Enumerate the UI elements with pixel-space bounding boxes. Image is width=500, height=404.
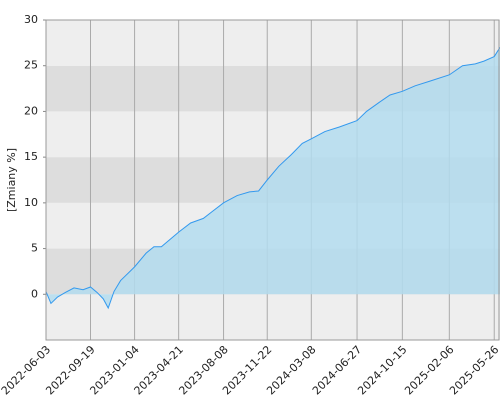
area [46, 47, 500, 309]
y-tick-label: 30 [24, 13, 38, 26]
band [46, 294, 500, 340]
x-tick-label: 2024-10-15 [355, 343, 409, 397]
y-tick-label: 10 [24, 196, 38, 209]
y-tick-label: 20 [24, 104, 38, 117]
line [45, 47, 500, 310]
y-tick-label: 0 [31, 287, 38, 300]
y-tick-label: 15 [24, 150, 38, 163]
y-tick-label: 25 [24, 59, 38, 72]
y-axis-label: [Zmiany %] [5, 148, 18, 212]
y-tick-label: 5 [31, 242, 38, 255]
plot-border [45, 19, 500, 341]
band [46, 20, 500, 66]
